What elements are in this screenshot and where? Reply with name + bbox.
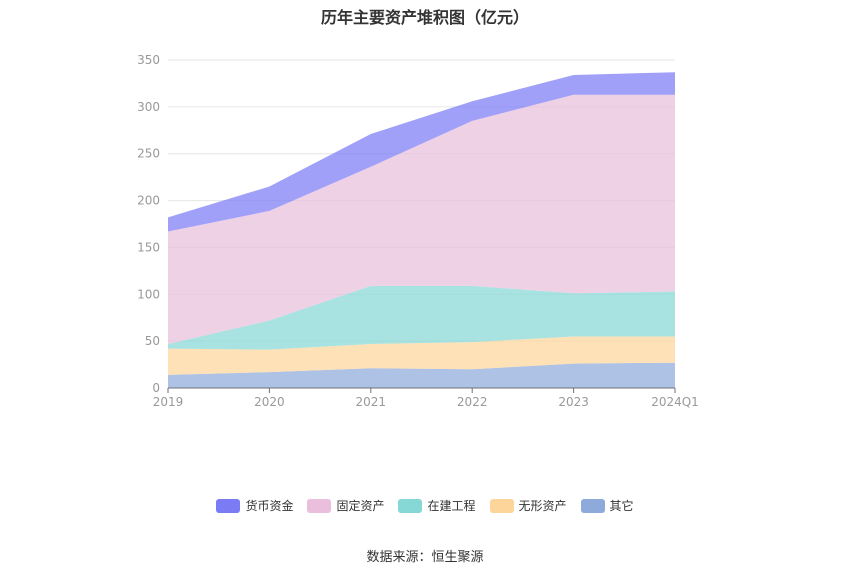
legend: 货币资金 固定资产 在建工程 无形资产 其它	[0, 497, 850, 514]
legend-swatch	[307, 498, 332, 513]
x-tick-label: 2019	[153, 395, 184, 409]
data-source-note: 数据来源：恒生聚源	[366, 550, 484, 565]
legend-item-固定资产[interactable]: 固定资产	[307, 497, 384, 514]
legend-label: 无形资产	[518, 499, 567, 513]
x-tick-label: 2022	[457, 395, 488, 409]
legend-swatch	[489, 498, 514, 513]
y-tick-label: 300	[137, 100, 160, 114]
area-series-无形资产[interactable]	[168, 336, 675, 375]
y-tick-label: 0	[152, 381, 160, 395]
legend-item-其它[interactable]: 其它	[580, 497, 634, 514]
x-tick-label: 2023	[558, 395, 589, 409]
area-series-固定资产[interactable]	[168, 94, 675, 344]
x-tick-label: 2020	[254, 395, 285, 409]
area-series-其它[interactable]	[168, 362, 675, 388]
legend-item-无形资产[interactable]: 无形资产	[489, 497, 567, 514]
legend-swatch	[216, 498, 241, 513]
x-tick-label: 2021	[356, 395, 387, 409]
legend-swatch	[580, 498, 605, 513]
legend-label: 货币资金	[245, 499, 294, 513]
legend-item-货币资金[interactable]: 货币资金	[216, 497, 293, 514]
stacked-areas	[168, 72, 675, 388]
legend-label: 其它	[609, 499, 634, 513]
chart-title: 历年主要资产堆积图（亿元）	[320, 8, 529, 27]
legend-item-在建工程[interactable]: 在建工程	[398, 497, 476, 514]
y-tick-label: 200	[137, 194, 160, 208]
y-tick-label: 350	[137, 53, 160, 67]
y-tick-label: 150	[137, 240, 160, 254]
y-tick-label: 100	[137, 287, 160, 301]
legend-label: 固定资产	[336, 499, 385, 513]
legend-label: 在建工程	[427, 499, 476, 513]
area-series-货币资金[interactable]	[168, 72, 675, 232]
axes: 0 50 100 150 200 250 300 350 2019 2020 2021 2022 202…	[137, 53, 699, 409]
y-tick-label: 250	[137, 147, 160, 161]
x-tick-label: 2024Q1	[651, 395, 699, 409]
y-tick-label: 50	[145, 334, 160, 348]
legend-swatch	[398, 498, 423, 513]
area-series-在建工程[interactable]	[168, 285, 675, 350]
